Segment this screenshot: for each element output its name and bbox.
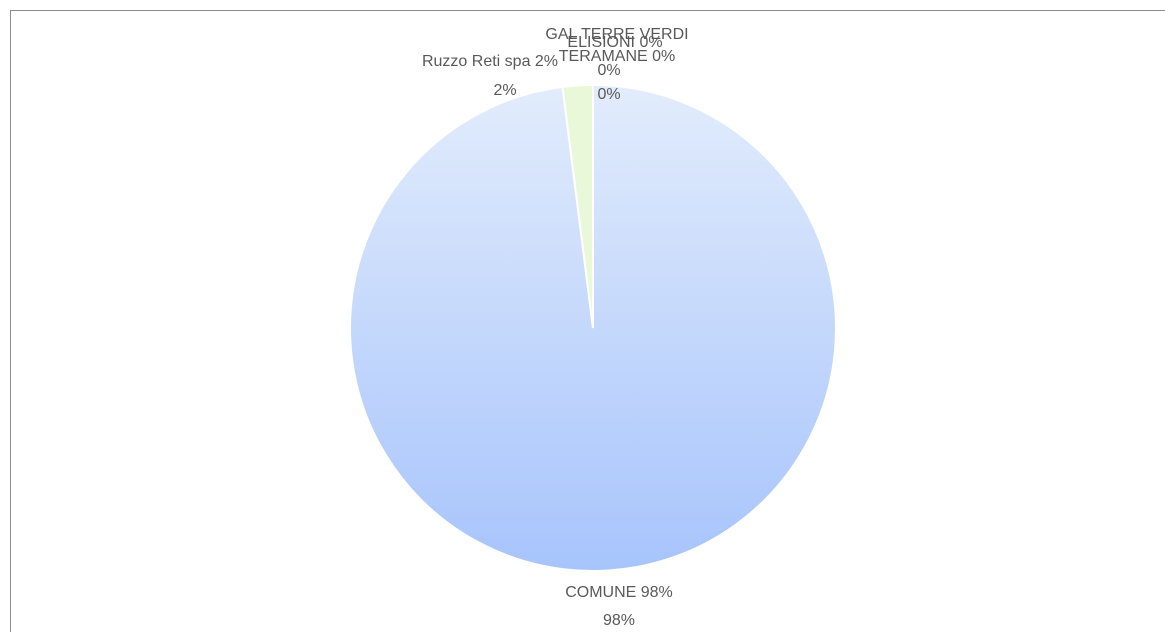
- category-label: COMUNE 98%: [565, 584, 673, 601]
- value-label: 2%: [493, 82, 517, 99]
- category-label: ELISIONI 0%: [567, 34, 663, 51]
- chart-frame: [10, 10, 1165, 632]
- category-label: GAL TERRE VERDI TERAMANE 0%: [545, 26, 689, 65]
- category-label: Ruzzo Reti spa 2%: [421, 53, 559, 70]
- value-label: 98%: [602, 612, 636, 629]
- value-label: 0%: [597, 62, 621, 79]
- value-label: 0%: [597, 86, 621, 103]
